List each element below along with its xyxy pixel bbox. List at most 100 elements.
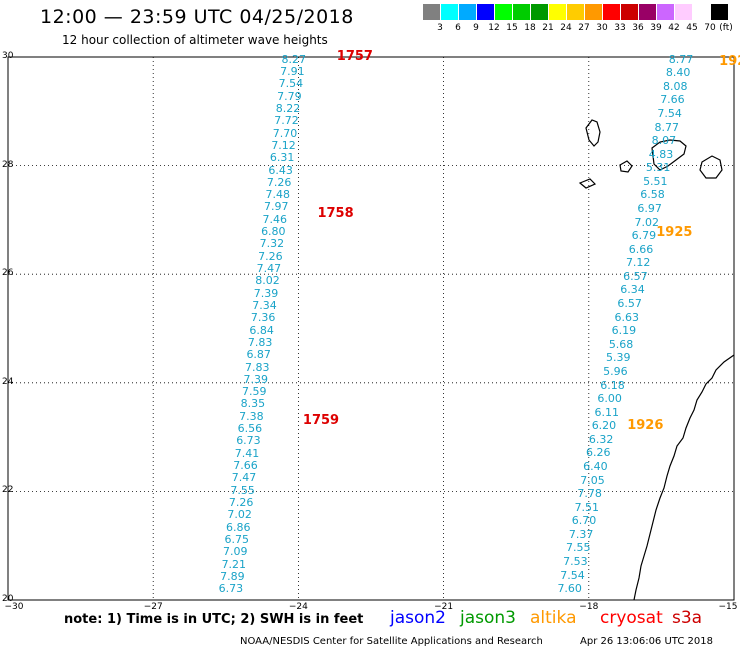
color-scale-label: 21: [542, 23, 554, 33]
wave-height-value: 7.46: [262, 212, 288, 226]
satellite-legend-item: altika: [530, 608, 577, 628]
pass-time-label: 1924: [719, 54, 740, 70]
longitude-label: −24: [288, 602, 308, 612]
color-swatch: [512, 4, 530, 20]
wave-height-value: 6.66: [628, 242, 654, 256]
color-swatch: [566, 4, 584, 20]
color-scale-label: 6: [455, 23, 461, 33]
longitude-label: −21: [434, 602, 454, 612]
wave-height-value: 7.34: [252, 298, 277, 312]
color-scale-label: 36: [632, 23, 644, 33]
wave-height-value: 6.86: [225, 520, 251, 534]
wave-height-value: 6.58: [640, 188, 665, 202]
pass-time-label: 1926: [627, 418, 664, 434]
island-la-palma: [585, 119, 601, 147]
wave-height-value: 7.32: [259, 237, 285, 251]
color-scale-label: 3: [437, 23, 443, 33]
wave-height-value: 7.51: [574, 500, 600, 514]
island-gran-canaria: [699, 155, 723, 179]
color-swatch: [638, 4, 656, 20]
color-swatch: [494, 4, 512, 20]
color-scale-label: 15: [506, 23, 518, 33]
wave-height-value: 7.47: [231, 471, 257, 485]
color-swatch: [656, 4, 674, 20]
wave-height-value: 6.19: [611, 324, 637, 338]
color-scale-label: 70: [704, 23, 716, 33]
wave-height-value: 6.73: [218, 582, 244, 596]
island-el-hierro: [578, 178, 597, 189]
wave-height-value: 7.89: [220, 569, 245, 583]
color-swatch: [422, 4, 440, 20]
africa-coast: [633, 354, 735, 601]
wave-height-value: 7.97: [264, 200, 289, 214]
wave-height-value: 6.40: [583, 459, 608, 473]
wave-height-value: 6.57: [623, 269, 648, 283]
color-scale-label: 30: [596, 23, 608, 33]
wave-height-value: 7.91: [280, 65, 305, 79]
wave-height-value: 7.09: [223, 545, 248, 559]
wave-height-value: 8.08: [663, 79, 688, 93]
satellite-legend-item: s3a: [672, 608, 703, 628]
color-scale-label: 33: [614, 23, 626, 33]
wave-height-value: 5.31: [645, 161, 671, 175]
wave-height-value: 7.37: [568, 527, 594, 541]
color-swatch: [692, 4, 710, 20]
wave-height-value: 6.11: [594, 405, 620, 419]
wave-height-value: 7.54: [278, 77, 304, 91]
wave-height-value: 7.39: [243, 372, 269, 386]
latitude-label: 24: [2, 376, 14, 387]
wave-height-value: 8.77: [654, 120, 679, 134]
pass-time-label: 1925: [656, 225, 693, 241]
latitude-label: 22: [2, 485, 14, 496]
pass-time-label: 1758: [317, 206, 354, 222]
wave-height-value: 6.34: [620, 283, 645, 297]
wave-height-value: 7.38: [239, 409, 264, 423]
wave-height-value: 7.36: [250, 311, 276, 325]
wave-height-value: 6.31: [269, 151, 295, 165]
color-scale-label: 45: [686, 23, 698, 33]
wave-height-value: 7.79: [277, 89, 302, 103]
color-scale-label: 27: [578, 23, 590, 33]
footer-timestamp: Apr 26 13:06:06 UTC 2018: [580, 636, 713, 647]
wave-height-value: 5.39: [605, 351, 631, 365]
wave-height-value: 6.87: [246, 348, 271, 362]
satellite-legend-item: jason3: [460, 608, 516, 628]
color-scale-label: 39: [650, 23, 662, 33]
color-scale-label: 24: [560, 23, 572, 33]
wave-height-value: 7.70: [272, 126, 298, 140]
island-tenerife: [651, 139, 687, 171]
wave-height-value: 7.54: [560, 568, 585, 582]
legend-note: note: 1) Time is in UTC; 2) SWH is in fe…: [64, 612, 364, 627]
wave-height-value: 6.97: [637, 202, 662, 216]
wave-height-value: 8.02: [255, 274, 280, 288]
wave-height-value: 7.66: [660, 93, 685, 107]
wave-height-value: 7.60: [557, 582, 582, 596]
wave-height-value: 8.07: [651, 134, 677, 148]
wave-height-value: 7.72: [274, 114, 299, 128]
footer-credit: NOAA/NESDIS Center for Satellite Applica…: [240, 636, 543, 647]
wave-height-value: 7.02: [227, 508, 252, 522]
color-swatch: [674, 4, 692, 20]
color-swatch: [620, 4, 638, 20]
pass-time-label: 1759: [302, 412, 340, 428]
wave-height-value: 6.80: [261, 225, 286, 239]
color-swatch: [440, 4, 458, 20]
wave-height-value: 6.73: [236, 434, 261, 448]
color-scale-label: 9: [473, 23, 479, 33]
wave-height-value: 7.66: [233, 459, 258, 473]
color-swatch: [710, 4, 728, 20]
wave-height-value: 8.77: [668, 52, 694, 66]
wave-height-value: 6.70: [571, 514, 597, 528]
lat-lon-grid: [8, 57, 734, 600]
color-scale-label: 18: [524, 23, 536, 33]
wave-height-value: 6.20: [591, 419, 617, 433]
wave-height-value: 6.57: [617, 297, 642, 311]
color-swatch: [602, 4, 620, 20]
color-swatch: [584, 4, 602, 20]
wave-height-value: 5.68: [608, 337, 634, 351]
map-frame: [7, 56, 735, 601]
wave-height-value: 6.26: [585, 446, 611, 460]
wave-height-value: 7.78: [577, 487, 602, 501]
wave-height-value: 6.32: [588, 432, 614, 446]
